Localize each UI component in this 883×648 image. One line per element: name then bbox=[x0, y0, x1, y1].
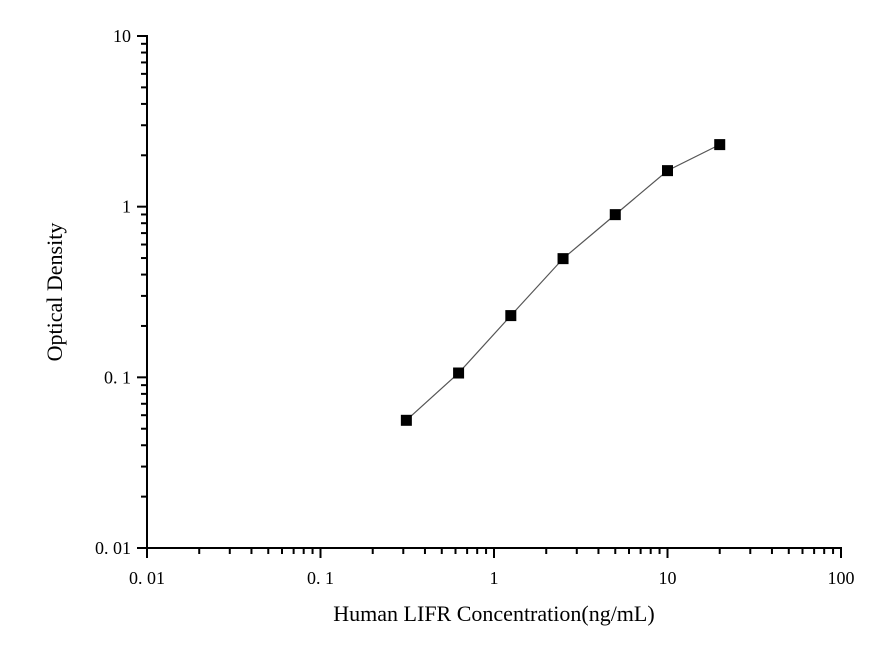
data-point-marker bbox=[662, 165, 673, 177]
data-point-marker bbox=[505, 310, 517, 322]
x-tick-label: 100 bbox=[828, 568, 855, 588]
data-point-marker bbox=[714, 139, 726, 151]
data-markers bbox=[400, 139, 726, 426]
x-tick-label: 10 bbox=[659, 568, 677, 588]
x-tick-label: 0. 1 bbox=[307, 568, 334, 588]
y-tick-label: 1 bbox=[122, 197, 131, 217]
data-point-marker bbox=[453, 367, 465, 379]
y-axis-title: Optical Density bbox=[42, 223, 67, 362]
x-axis-title: Human LIFR Concentration(ng/mL) bbox=[333, 601, 654, 626]
y-tick-label: 10 bbox=[113, 26, 131, 46]
x-axis: 0. 01 0. 1 1 10 100 bbox=[129, 547, 855, 588]
y-axis: 0. 01 0. 1 1 10 bbox=[95, 26, 148, 558]
data-point-marker bbox=[557, 253, 569, 265]
data-point-marker bbox=[609, 209, 621, 221]
y-tick-label: 0. 01 bbox=[95, 538, 131, 558]
x-tick-label: 0. 01 bbox=[129, 568, 165, 588]
x-tick-label: 1 bbox=[490, 568, 499, 588]
data-line bbox=[405, 144, 720, 421]
data-point-marker bbox=[400, 414, 412, 426]
y-tick-label: 0. 1 bbox=[104, 367, 131, 387]
